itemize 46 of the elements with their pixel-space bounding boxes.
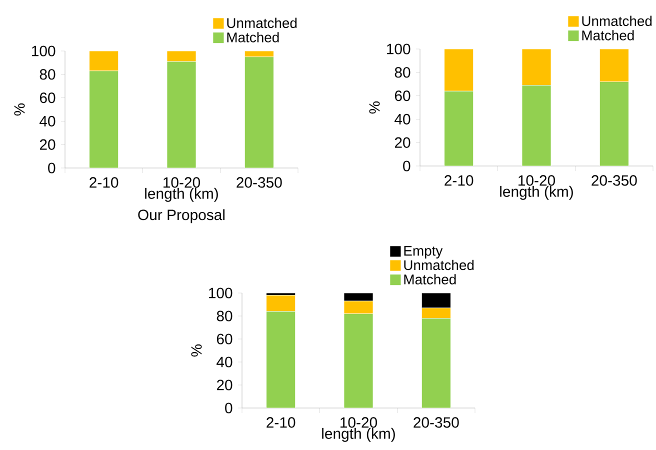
x-tick-label: 20-350 (414, 417, 459, 428)
y-tick-label: 100 (209, 288, 232, 298)
y-tick-label: 20 (394, 137, 410, 148)
y-tick-label: 60 (216, 334, 232, 344)
text: Our Proposal (138, 209, 224, 224)
y-tick-label: 40 (394, 114, 410, 124)
y-tick-label: 100 (387, 44, 410, 54)
y-tick-label: 60 (40, 92, 56, 104)
x-axis-title: length (km) (500, 186, 573, 200)
x-axis-title: length (km) (322, 428, 395, 442)
x-tick-label: 10-20 (518, 175, 556, 186)
y-axis-title: % (14, 103, 25, 116)
y-tick-label: 40 (40, 116, 56, 126)
y-axis-title: % (191, 344, 202, 357)
y-tick-label: 100 (32, 46, 56, 56)
x-tick-label: 20-350 (592, 175, 637, 186)
x-tick-label: 10-20 (164, 177, 200, 188)
y-tick-label: 80 (216, 310, 232, 322)
legend-label: Unmatched (582, 16, 652, 26)
y-tick-label: 80 (394, 67, 410, 78)
bar (421, 318, 451, 408)
y-tick-label: 60 (394, 90, 410, 102)
x-tick-label: 20-350 (236, 177, 282, 188)
legend-label: Matched (582, 30, 634, 40)
y-tick-label: 80 (40, 69, 56, 80)
y-tick-label: 0 (48, 162, 56, 174)
y-tick-label: 20 (216, 380, 232, 390)
x-tick-label: 2-10 (444, 175, 474, 186)
y-tick-label: 0 (403, 160, 410, 172)
legend-label: Unmatched (404, 260, 474, 270)
legend-label: Unmatched (227, 18, 297, 28)
legend-label: Matched (227, 32, 279, 42)
x-axis-title: length (km) (145, 188, 218, 202)
bar (344, 314, 374, 408)
x-tick-label: 2-10 (90, 177, 118, 188)
bar (89, 50, 119, 72)
y-tick-label: 0 (225, 402, 232, 414)
bar (266, 311, 296, 408)
legend-label: Matched (404, 274, 456, 284)
x-tick-label: 10-20 (340, 417, 378, 428)
y-tick-label: 40 (216, 356, 232, 368)
legend-label: Empty (404, 246, 443, 258)
y-axis-title: % (369, 101, 380, 114)
x-tick-label: 2-10 (266, 417, 296, 428)
bar (421, 293, 451, 308)
y-tick-label: 20 (40, 139, 56, 150)
